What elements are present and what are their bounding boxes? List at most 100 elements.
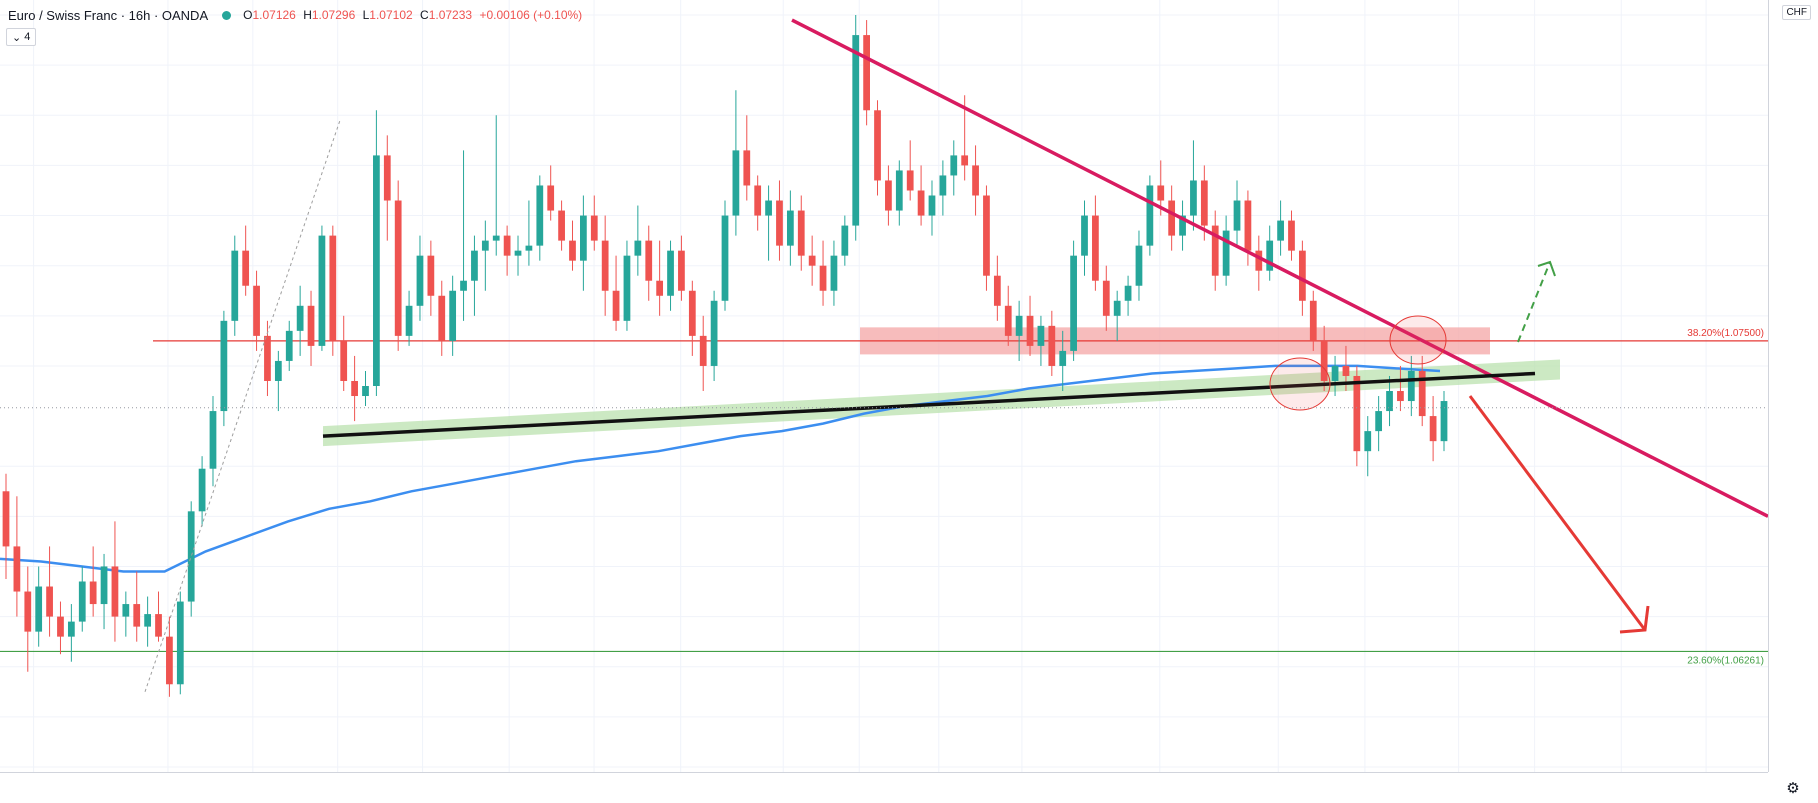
annotations: [1269, 260, 1650, 634]
candle-body: [1157, 185, 1165, 201]
indicator-toggle-button[interactable]: ⌄ 4: [6, 28, 37, 46]
zones: [323, 327, 1560, 447]
candle-body: [580, 215, 587, 261]
fib-anchor-line: [144, 120, 341, 692]
rejection-circle: [1389, 315, 1447, 365]
candle-body: [340, 340, 348, 381]
moving-average: [0, 364, 1441, 573]
candle-body: [1255, 250, 1263, 271]
settings-gear-icon[interactable]: ⚙: [1786, 780, 1800, 797]
candle-body: [253, 285, 260, 336]
uptrend-line: [322, 371, 1536, 438]
candle-body: [296, 305, 304, 331]
candle-body: [1299, 250, 1306, 301]
high-label: H: [303, 8, 312, 22]
symbol-title[interactable]: Euro / Swiss Franc · 16h · OANDA: [8, 7, 209, 23]
candle-body: [220, 320, 228, 412]
candle-body: [895, 170, 903, 211]
candle-body: [558, 210, 565, 241]
candle-body: [514, 250, 522, 256]
candle-body: [765, 200, 772, 216]
high-value: 1.07296: [311, 8, 356, 22]
candle-body: [187, 511, 195, 602]
candle-body: [1397, 391, 1404, 402]
candle-body: [1124, 285, 1132, 301]
price-scale[interactable]: CHF: [1768, 0, 1818, 772]
currency-label[interactable]: CHF: [1782, 5, 1811, 20]
candle-body: [874, 110, 881, 181]
candle-body: [710, 300, 718, 366]
candle-body: [13, 546, 21, 592]
candle-body: [950, 155, 958, 176]
bearish-arrow: [1468, 395, 1647, 631]
fib-levels: 38.20%(1.07500) 23.60%(1.06261): [0, 328, 1768, 666]
candle-body: [481, 240, 489, 251]
candle-body: [176, 601, 184, 685]
candle-body: [645, 240, 653, 281]
candle-body: [623, 255, 631, 321]
retest-circle: [1269, 357, 1331, 411]
candle-body: [2, 491, 10, 547]
fib-236-label: 23.60%(1.06261): [1687, 655, 1764, 666]
candle-body: [46, 586, 53, 617]
candle-body: [1331, 365, 1339, 381]
candle-body: [612, 290, 620, 321]
candle-body: [1429, 416, 1437, 442]
candle-body: [743, 150, 751, 186]
time-scale[interactable]: [0, 772, 1768, 803]
candle-body: [601, 240, 609, 291]
candle-body: [1168, 200, 1176, 236]
candle-body: [634, 240, 642, 256]
candle-body: [111, 566, 119, 617]
candle-body: [1407, 370, 1415, 402]
candle-body: [1277, 220, 1284, 241]
candle-body: [1440, 401, 1448, 442]
candle-body: [590, 215, 598, 241]
candle-body: [166, 636, 173, 685]
candle-body: [1211, 225, 1219, 276]
candle-body: [841, 225, 849, 256]
candle-body: [678, 250, 685, 291]
close-label: C: [420, 8, 429, 22]
candle-body: [917, 190, 925, 216]
chevron-down-icon: ⌄: [12, 31, 22, 44]
candle-body: [972, 165, 979, 196]
candle-body: [1026, 315, 1034, 346]
candle-body: [351, 380, 358, 397]
candle-body: [1386, 391, 1393, 412]
candle-body: [656, 280, 664, 296]
y-axis: 1.088001.086001.084001.082001.080001.078…: [0, 11, 1817, 774]
candle-body: [362, 386, 369, 397]
candle-body: [536, 185, 544, 246]
candle-body: [732, 150, 740, 216]
candle-body: [209, 411, 217, 469]
candle-body: [830, 255, 838, 291]
candle-body: [667, 250, 674, 296]
candle-body: [797, 210, 805, 256]
candle-body: [808, 255, 816, 266]
candle-body: [928, 195, 936, 216]
candle-body: [525, 245, 533, 251]
candle-body: [906, 170, 914, 191]
candle-body: [1418, 370, 1426, 417]
candle-body: [1353, 375, 1361, 452]
candle-body: [1320, 340, 1328, 381]
candle-body: [1004, 305, 1012, 336]
change-value: +0.00106 (+0.10%): [479, 8, 583, 22]
bearish-arrowhead: [1619, 605, 1650, 634]
candle-body: [67, 621, 75, 637]
candle-body: [427, 255, 435, 296]
candle-body: [699, 335, 707, 366]
candle-body: [100, 566, 108, 605]
candle-body: [35, 586, 43, 632]
candle-body: [885, 180, 892, 211]
candle-body: [1048, 325, 1056, 366]
candle-body: [1146, 185, 1154, 246]
ma-line: [0, 364, 1441, 573]
symbol-header: Euro / Swiss Franc · 16h · OANDA O1.0712…: [8, 6, 582, 24]
fib-382-label: 38.20%(1.07500): [1687, 328, 1764, 339]
candle-body: [1081, 215, 1088, 256]
candle-body: [1135, 245, 1143, 286]
